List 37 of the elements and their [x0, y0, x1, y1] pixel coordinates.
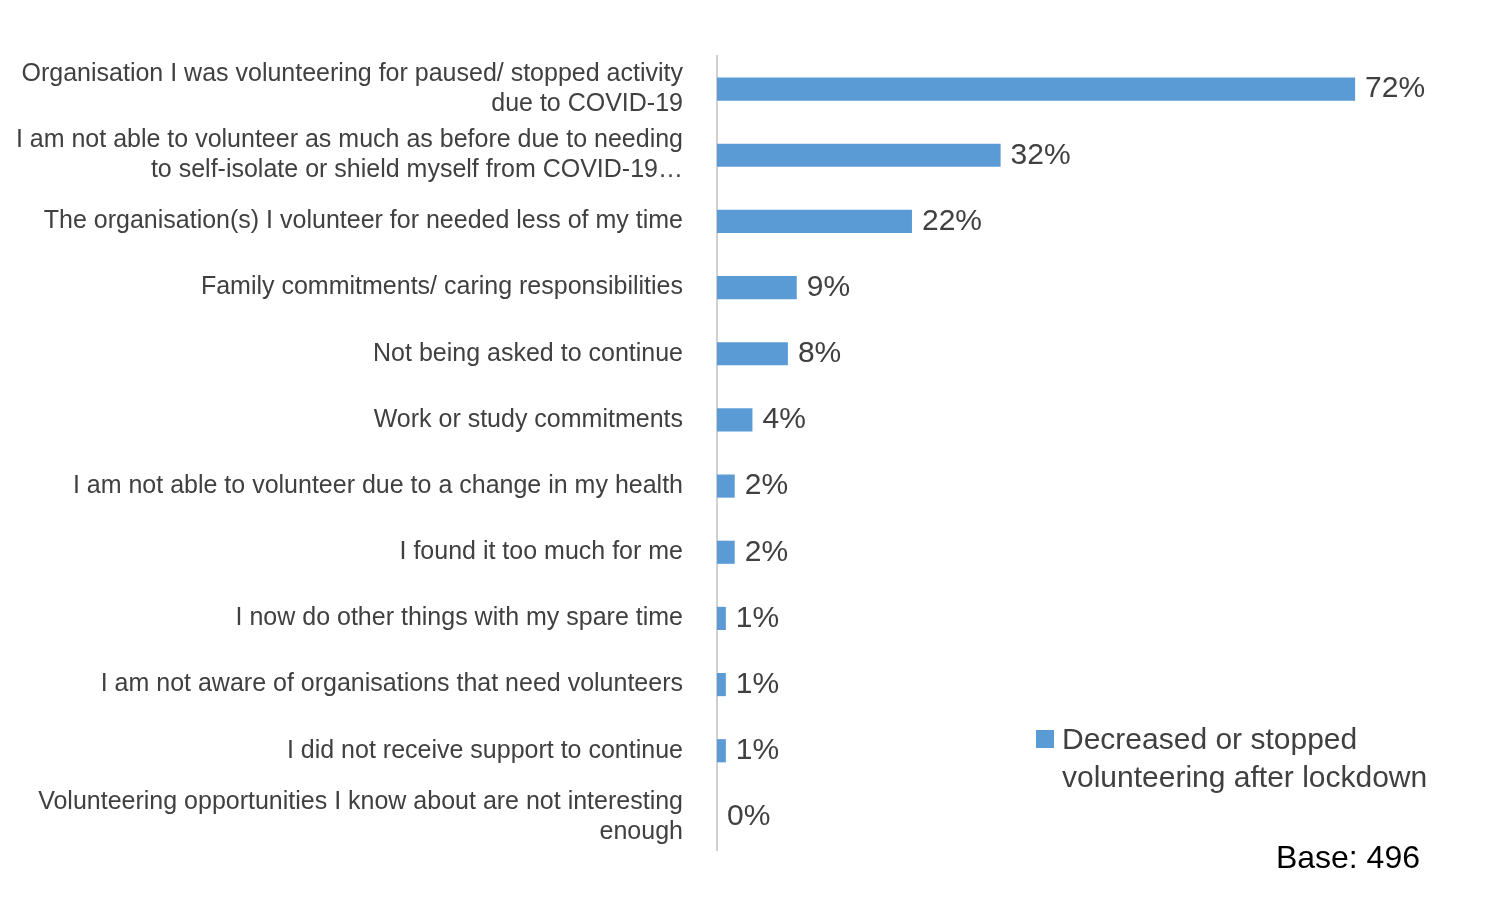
y-tick-label: Work or study commitments	[373, 403, 683, 432]
bar	[717, 673, 726, 697]
data-label: 22%	[921, 202, 983, 236]
y-tick-label: Not being asked to continue	[373, 337, 683, 366]
y-tick-label: Organisation I was volunteering for paused/ stopped activity due to COVID-19	[21, 57, 684, 116]
bar	[717, 209, 912, 233]
data-label: 9%	[806, 268, 851, 302]
data-label: 1%	[735, 732, 780, 766]
y-tick-label: I did not receive support to continue	[286, 734, 683, 763]
bar	[717, 739, 726, 763]
y-tick-label: I am not able to volunteer as much as before due to needing to self-isolate or shield myself from COVID-19…	[15, 124, 683, 183]
data-label: 72%	[1365, 70, 1426, 104]
data-label: 32%	[1010, 136, 1071, 170]
y-tick-label: I found it too much for me	[399, 536, 683, 565]
bar	[717, 474, 735, 498]
bar	[717, 606, 726, 630]
y-tick-label: Volunteering opportunities I know about are not interesting enough	[38, 785, 683, 844]
y-tick-label: I now do other things with my spare time	[235, 602, 683, 631]
annotation: Base: 496	[1275, 839, 1420, 876]
bar	[717, 342, 788, 366]
data-label: 0%	[727, 798, 771, 832]
data-label: 1%	[735, 599, 780, 633]
bar	[717, 540, 735, 564]
bar	[717, 77, 1356, 101]
data-label: 2%	[744, 467, 789, 501]
y-tick-label: Family commitments/ caring responsibilities	[200, 271, 683, 300]
y-tick-label: I am not able to volunteer due to a change in my health	[72, 469, 683, 498]
y-tick-label: The organisation(s) I volunteer for needed less of my time	[43, 205, 683, 234]
bar	[717, 143, 1001, 167]
data-label: 2%	[744, 533, 789, 567]
y-tick-label: I am not aware of organisations that need volunteers	[100, 668, 683, 697]
legend-label: Decreased or stopped volunteering after lockdown	[1062, 721, 1429, 795]
data-label: 8%	[797, 335, 842, 369]
data-label: 4%	[762, 401, 806, 435]
bar	[717, 408, 753, 432]
data-label: 1%	[735, 665, 780, 699]
bar	[717, 276, 797, 300]
